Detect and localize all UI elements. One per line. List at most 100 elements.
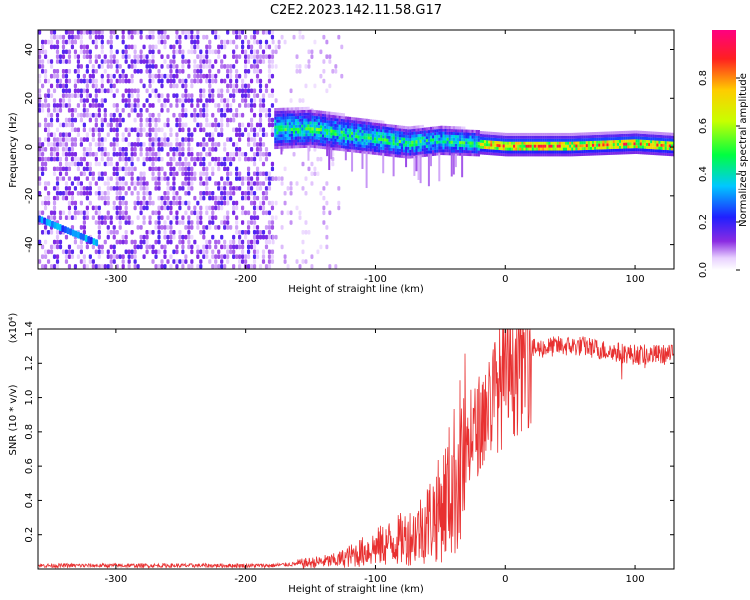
heatmap-cell	[160, 195, 164, 201]
heatmap-cell	[367, 121, 370, 125]
heatmap-cell	[160, 103, 164, 108]
heatmap-cell	[139, 142, 143, 147]
heatmap-cell	[353, 131, 356, 135]
heatmap-cell	[190, 166, 194, 172]
heatmap-cell	[402, 146, 406, 150]
heatmap-cell	[305, 144, 308, 148]
heatmap-cell	[243, 93, 248, 99]
heatmap-cell	[463, 147, 466, 151]
heatmap-cell	[577, 150, 580, 154]
heatmap-cell	[112, 225, 116, 230]
heatmap-cell	[367, 118, 370, 122]
heatmap-cell	[148, 78, 152, 84]
heatmap-cell	[531, 141, 534, 145]
heatmap-cell	[252, 244, 257, 250]
heatmap-cell	[187, 176, 191, 181]
heatmap-cell	[465, 147, 468, 151]
heatmap-cell	[612, 148, 615, 152]
heatmap-cell	[373, 137, 377, 141]
heatmap-cell	[109, 264, 113, 269]
heatmap-cell	[479, 142, 483, 146]
heatmap-cell	[184, 34, 188, 40]
heatmap-cell	[43, 200, 48, 206]
heatmap-cell	[643, 139, 647, 143]
heatmap-cell	[643, 145, 647, 149]
heatmap-cell	[142, 156, 146, 162]
heatmap-cell	[409, 143, 412, 147]
heatmap-cell	[648, 137, 651, 141]
heatmap-cell	[527, 132, 530, 136]
heatmap-cell	[371, 125, 375, 129]
heatmap-cell	[127, 88, 131, 94]
heatmap-cell	[169, 200, 173, 206]
heatmap-cell	[392, 124, 395, 128]
heatmap-cell	[641, 148, 645, 152]
heatmap-cell	[544, 141, 547, 145]
heatmap-cell	[552, 144, 555, 148]
heatmap-cell	[181, 69, 185, 74]
heatmap-cell	[517, 138, 520, 142]
heatmap-cell	[330, 123, 333, 127]
heatmap-cell	[118, 190, 122, 196]
bottom-x-ticks: -300 -200 -100 0 100	[105, 329, 645, 585]
heatmap-cell	[531, 135, 534, 139]
heatmap-cell	[264, 156, 269, 162]
heatmap-cell	[382, 123, 385, 127]
heatmap-cell	[121, 239, 125, 245]
heatmap-cell	[64, 142, 69, 147]
heatmap-cell	[220, 93, 224, 99]
heatmap-cell	[670, 141, 674, 145]
heatmap-cell	[444, 149, 447, 153]
heatmap-cell	[145, 156, 149, 162]
heatmap-cell	[157, 239, 161, 245]
heatmap-cell	[79, 161, 83, 167]
heatmap-cell	[88, 54, 92, 59]
heatmap-cell	[112, 249, 116, 255]
heatmap-cell	[181, 30, 185, 35]
heatmap-cell	[166, 161, 170, 167]
heatmap-cell	[365, 139, 368, 143]
heatmap-cell	[340, 73, 344, 79]
heatmap-cell	[97, 147, 101, 152]
heatmap-cell	[166, 239, 170, 245]
heatmap-cell	[252, 190, 257, 196]
heatmap-cell	[454, 153, 457, 168]
heatmap-cell	[662, 140, 665, 144]
heatmap-cell	[196, 210, 200, 216]
heatmap-cell	[602, 152, 605, 156]
heatmap-cell	[577, 132, 580, 136]
heatmap-cell	[246, 39, 251, 45]
heatmap-cell	[554, 132, 557, 136]
heatmap-cell	[486, 143, 489, 147]
heatmap-cell	[274, 122, 277, 126]
heatmap-cell	[205, 122, 209, 128]
heatmap-cell	[326, 111, 329, 115]
heatmap-cell	[325, 181, 329, 186]
heatmap-cell	[419, 145, 422, 149]
heatmap-cell	[121, 176, 125, 181]
heatmap-cell	[575, 153, 578, 157]
heatmap-cell	[658, 134, 661, 138]
heatmap-cell	[157, 127, 161, 133]
heatmap-cell	[600, 131, 603, 135]
heatmap-cell	[400, 134, 404, 138]
heatmap-cell	[591, 135, 595, 139]
heatmap-cell	[118, 73, 122, 79]
heatmap-cell	[196, 215, 200, 220]
heatmap-cell	[160, 64, 164, 69]
heatmap-cell	[411, 140, 414, 144]
heatmap-cell	[469, 153, 472, 157]
heatmap-cell	[380, 132, 383, 136]
heatmap-cell	[124, 156, 128, 162]
heatmap-cell	[432, 132, 435, 136]
heatmap-cell	[575, 132, 578, 136]
heatmap-cell	[467, 144, 470, 148]
heatmap-cell	[637, 136, 640, 140]
heatmap-cell	[199, 98, 203, 103]
heatmap-cell	[498, 141, 501, 145]
heatmap-cell	[396, 148, 399, 152]
heatmap-cell	[322, 69, 326, 74]
heatmap-cell	[187, 190, 191, 196]
heatmap-cell	[103, 137, 107, 142]
heatmap-cell	[326, 131, 329, 135]
